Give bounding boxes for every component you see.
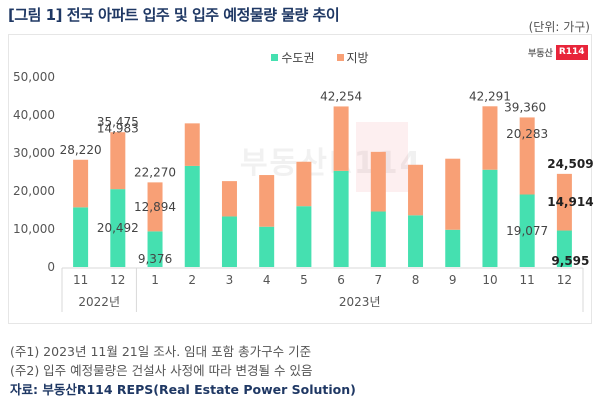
- data-label-capital: 9,376: [138, 252, 172, 266]
- bar-segment-capital: [519, 194, 535, 267]
- bar-segment-capital: [147, 231, 163, 267]
- y-tick-label: 40,000: [13, 108, 55, 122]
- bar-segment-local: [259, 175, 275, 227]
- bar-segment-local: [147, 182, 163, 232]
- data-label-local: 12,894: [134, 200, 176, 214]
- bar-segment-capital: [221, 216, 237, 267]
- data-label-local: 14,983: [97, 122, 139, 136]
- unit-label: (단위: 가구): [528, 20, 590, 34]
- bar-segment-local: [221, 181, 237, 217]
- y-tick-label: 0: [47, 260, 55, 274]
- bar-segment-capital: [445, 229, 461, 267]
- x-tick-label: 5: [300, 273, 308, 287]
- bar-segment-capital: [556, 230, 572, 267]
- x-tick-label: 6: [337, 273, 345, 287]
- logo: 부동산 R114: [528, 45, 588, 60]
- x-tick-label: 1: [151, 273, 159, 287]
- bar-segment-local: [519, 117, 535, 195]
- bar-segment-local: [370, 151, 386, 212]
- data-label-total: 24,509: [547, 157, 593, 171]
- y-tick-label: 50,000: [13, 70, 55, 84]
- source: 자료: 부동산R114 REPS(Real Estate Power Solut…: [10, 382, 356, 397]
- legend-item-capital: 수도권: [271, 49, 315, 66]
- x-tick-label: 8: [412, 273, 420, 287]
- x-tick-label: 2: [188, 273, 196, 287]
- x-tick-label: 12: [110, 273, 125, 287]
- bar-segment-capital: [296, 206, 312, 267]
- bar-segment-local: [408, 164, 424, 216]
- bar-segment-local: [333, 106, 349, 171]
- legend-label-capital: 수도권: [281, 51, 315, 65]
- x-tick-label: 7: [375, 273, 383, 287]
- x-tick-label: 9: [449, 273, 457, 287]
- legend-swatch-capital: [271, 54, 279, 61]
- legend-item-local: 지방: [336, 49, 369, 66]
- x-tick-label: 11: [73, 273, 88, 287]
- data-label-local: 20,283: [506, 127, 548, 141]
- bar-segment-local: [73, 159, 89, 208]
- x-group-label: 2022년: [78, 295, 120, 309]
- bar-segment-local: [482, 106, 498, 170]
- bar-segment-local: [445, 158, 461, 230]
- note-1: (주1) 2023년 11월 21일 조사. 임대 포함 총가구수 기준: [10, 344, 312, 359]
- bar-segment-capital: [184, 165, 200, 267]
- data-label-capital: 20,492: [97, 221, 139, 235]
- data-label-total: 35,475: [97, 115, 139, 129]
- data-label-total: 42,254: [320, 89, 362, 103]
- logo-badge: R114: [555, 45, 588, 60]
- x-tick-label: 12: [557, 273, 572, 287]
- bar-segment-local: [184, 123, 200, 166]
- data-label-local: 14,914: [547, 195, 593, 209]
- legend: 수도권 지방: [0, 49, 600, 66]
- chart-title: [그림 1] 전국 아파트 입주 및 입주 예정물량 물량 추이: [8, 6, 340, 24]
- data-label-total: 39,360: [504, 100, 546, 114]
- bar-segment-capital: [110, 189, 126, 267]
- bar-segment-local: [110, 132, 126, 190]
- y-tick-label: 10,000: [13, 222, 55, 236]
- bar-segment-capital: [259, 226, 275, 267]
- x-group-label: 2023년: [339, 295, 381, 309]
- legend-swatch-local: [336, 54, 344, 61]
- y-tick-label: 20,000: [13, 184, 55, 198]
- x-tick-label: 11: [520, 273, 535, 287]
- data-label-capital: 19,077: [506, 224, 548, 238]
- data-label-total: 28,220: [60, 143, 102, 157]
- bar-segment-capital: [370, 211, 386, 267]
- bar-segment-capital: [482, 169, 498, 267]
- notes: (주1) 2023년 11월 21일 조사. 임대 포함 총가구수 기준 (주2…: [10, 342, 356, 399]
- bar-segment-local: [556, 173, 572, 231]
- bar-segment-capital: [408, 215, 424, 267]
- x-tick-label: 4: [263, 273, 271, 287]
- logo-text: 부동산: [528, 49, 553, 59]
- y-tick-label: 30,000: [13, 146, 55, 160]
- bar-segment-capital: [333, 170, 349, 267]
- data-label-total: 22,270: [134, 165, 176, 179]
- bar-segment-local: [296, 161, 312, 207]
- x-tick-label: 3: [226, 273, 234, 287]
- bar-segment-capital: [73, 207, 89, 267]
- note-2: (주2) 입주 예정물량은 건설사 사정에 따라 변경될 수 있음: [10, 363, 313, 378]
- legend-label-local: 지방: [346, 51, 369, 65]
- data-label-capital: 9,595: [551, 254, 589, 268]
- x-tick-label: 10: [482, 273, 497, 287]
- data-label-total: 42,291: [469, 89, 511, 103]
